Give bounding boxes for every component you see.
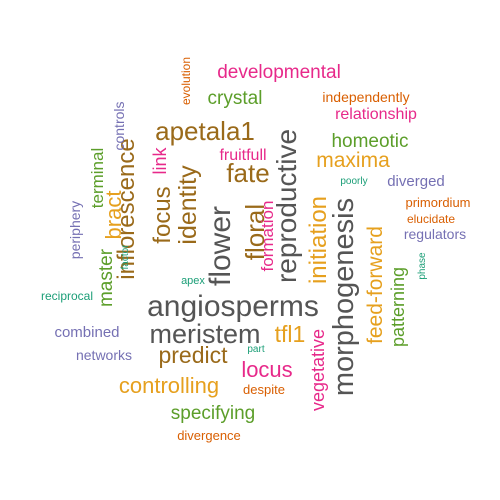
word-elucidate: elucidate <box>407 212 455 226</box>
word-periphery: periphery <box>67 201 83 259</box>
word-bract: bract <box>101 191 126 240</box>
word-controlling: controlling <box>119 373 219 398</box>
word-combined: combined <box>54 324 119 341</box>
word-apex: apex <box>181 275 205 287</box>
word-homeotic: homeotic <box>331 131 408 152</box>
word-meristem: meristem <box>149 319 260 349</box>
word-flower: flower <box>204 206 237 286</box>
word-vegetative: vegetative <box>308 329 328 411</box>
word-primordium: primordium <box>405 195 470 210</box>
word-part: part <box>247 344 264 355</box>
word-focus: focus <box>149 186 176 243</box>
word-specifying: specifying <box>171 403 256 424</box>
word-tfl1: tfl1 <box>275 321 306 347</box>
word-crystal: crystal <box>208 88 263 109</box>
word-relationship: relationship <box>335 106 417 123</box>
word-divergence: divergence <box>177 428 241 443</box>
word-phase: phase <box>417 252 428 280</box>
word-inflorescence: inflorescence <box>113 138 140 279</box>
word-evolution: evolution <box>179 57 193 105</box>
word-developmental: developmental <box>217 62 341 83</box>
word-networks: networks <box>76 347 132 363</box>
word-patterning: patterning <box>388 267 408 347</box>
word-link: link <box>150 146 170 174</box>
word-identity: identity <box>174 165 202 245</box>
word-initiation: initiation <box>305 196 332 284</box>
word-fruitfull: fruitfull <box>219 147 266 164</box>
word-morphogenesis: morphogenesis <box>328 198 360 396</box>
word-terminal: terminal <box>88 148 107 208</box>
word-fate: fate <box>226 158 269 188</box>
word-regulators: regulators <box>404 226 466 242</box>
word-locus: locus <box>241 357 292 382</box>
word-floral: floral <box>240 204 270 260</box>
word-reciprocal: reciprocal <box>41 289 93 303</box>
word-angiosperms: angiosperms <box>147 290 319 323</box>
word-apetala1: apetala1 <box>155 116 255 146</box>
word-factor: factor <box>120 244 131 270</box>
word-poorly: poorly <box>340 176 367 187</box>
word-despite: despite <box>243 382 285 397</box>
word-predict: predict <box>158 342 228 368</box>
word-diverged: diverged <box>387 173 445 190</box>
word-independently: independently <box>322 89 409 105</box>
word-master: master <box>96 248 117 307</box>
word-maxima: maxima <box>316 149 390 172</box>
word-controls: controls <box>111 101 127 150</box>
word-formation: formation <box>258 201 277 272</box>
word-feed-forward: feed-forward <box>364 226 387 344</box>
word-reproductive: reproductive <box>271 129 302 283</box>
